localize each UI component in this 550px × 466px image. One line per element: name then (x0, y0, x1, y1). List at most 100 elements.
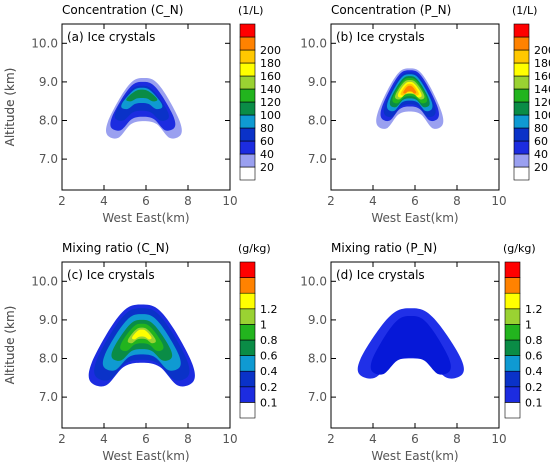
chart-panel-b: Concentration (P_N) (b) Ice crystals 2 4 6 8 1… (3, 3, 550, 225)
contour-fills (105, 78, 182, 139)
colorbar-box (504, 402, 521, 419)
colorbar-box (239, 277, 256, 294)
contour-fills (376, 68, 444, 129)
x-tick-label: 6 (411, 194, 419, 208)
contour-fills (357, 308, 464, 379)
colorbar-box (513, 153, 530, 168)
colorbar-box (513, 62, 530, 77)
panel-label: (b) Ice crystals (336, 30, 425, 44)
colorbar-box (513, 23, 530, 38)
colorbar-unit: (g/kg) (503, 242, 536, 255)
colorbar-label: 20 (534, 161, 548, 174)
colorbar-label: 160 (260, 70, 281, 83)
chart-title: Mixing ratio (C_N) (62, 241, 169, 255)
y-tick-label: 9.0 (308, 313, 327, 327)
x-tick-label: 6 (142, 194, 150, 208)
contour-level->200 (403, 85, 417, 94)
colorbar-box (239, 402, 256, 419)
colorbar-label: 40 (534, 148, 548, 161)
x-tick-label: 4 (369, 194, 377, 208)
colorbar-label: 180 (534, 57, 550, 70)
x-axis-label: West East(km) (371, 211, 458, 225)
colorbar-box (504, 292, 521, 310)
x-tick-label: 8 (184, 432, 192, 446)
colorbar-box (504, 339, 521, 356)
colorbar-label: 20 (260, 161, 274, 174)
colorbar-box (513, 127, 530, 142)
panel-label: (a) Ice crystals (67, 30, 155, 44)
colorbar-box (239, 36, 256, 51)
colorbar-label: 1 (525, 318, 532, 331)
colorbar-label: 0.2 (525, 381, 543, 394)
colorbar-box (504, 308, 521, 325)
y-tick-label: 9.0 (39, 313, 58, 327)
x-axis-label: West East(km) (102, 449, 189, 463)
y-axis-label: Altitude (km) (3, 306, 17, 385)
colorbar-box (513, 49, 530, 64)
y-tick-label: 7.0 (39, 390, 58, 404)
colorbar-label: 80 (260, 122, 274, 135)
panel-label: (c) Ice crystals (67, 268, 155, 282)
colorbar-box (239, 153, 256, 168)
colorbar-box (504, 370, 521, 388)
y-tick-label: 8.0 (308, 114, 327, 128)
x-tick-label: 10 (491, 432, 506, 446)
y-tick-label: 7.0 (308, 152, 327, 166)
y-tick-label: 7.0 (308, 390, 327, 404)
colorbar-box (513, 140, 530, 155)
x-tick-label: 4 (100, 194, 108, 208)
colorbar-box (239, 324, 256, 341)
x-tick-label: 6 (411, 432, 419, 446)
chart-title: Concentration (C_N) (62, 3, 183, 17)
y-axis-label: Altitude (km) (3, 68, 17, 147)
contour-level-0.2-0.4 (370, 316, 451, 375)
colorbar-label: 0.4 (260, 365, 278, 378)
contour-level-100-120 (126, 89, 158, 102)
contour-level-80-100 (121, 87, 163, 110)
colorbar-box (513, 101, 530, 116)
x-tick-label: 2 (58, 194, 66, 208)
y-tick-label: 10.0 (31, 274, 58, 288)
colorbar-box (513, 88, 530, 103)
colorbar-label: 100 (534, 109, 550, 122)
colorbar-box (513, 166, 530, 181)
chart-title: Mixing ratio (P_N) (331, 241, 437, 255)
contour-fills (88, 304, 195, 387)
x-tick-label: 10 (222, 432, 237, 446)
chart-title: Concentration (P_N) (331, 3, 451, 17)
y-tick-label: 10.0 (31, 36, 58, 50)
y-tick-label: 10.0 (300, 274, 327, 288)
colorbar-unit: (1/L) (238, 4, 263, 17)
colorbar-label: 140 (260, 83, 281, 96)
x-axis-label: West East(km) (371, 449, 458, 463)
colorbar-box (239, 140, 256, 155)
colorbar-label: 80 (534, 122, 548, 135)
colorbar-box (239, 88, 256, 103)
x-tick-label: 8 (453, 194, 461, 208)
colorbar-box (239, 49, 256, 64)
colorbar-label: 200 (260, 44, 281, 57)
colorbar-box (239, 75, 256, 90)
colorbar-box (239, 308, 256, 325)
colorbar-label: 1.2 (525, 303, 543, 316)
colorbar-unit: (g/kg) (238, 242, 271, 255)
colorbar-box (239, 101, 256, 116)
colorbar-label: 0.6 (525, 350, 543, 363)
colorbar-box (239, 127, 256, 142)
colorbar-unit: (1/L) (512, 4, 537, 17)
colorbar-label: 0.2 (260, 381, 278, 394)
colorbar-label: 60 (534, 135, 548, 148)
y-tick-label: 8.0 (308, 352, 327, 366)
colorbar-box (504, 261, 521, 278)
colorbar-box (239, 261, 256, 278)
x-tick-label: 10 (222, 194, 237, 208)
colorbar-label: 60 (260, 135, 274, 148)
y-axis-label: Altitude (km) (3, 68, 17, 147)
colorbar-label: 180 (260, 57, 281, 70)
colorbar-label: 120 (260, 96, 281, 109)
panel-label: (d) Ice crystals (336, 268, 425, 282)
colorbar-box (239, 386, 256, 403)
